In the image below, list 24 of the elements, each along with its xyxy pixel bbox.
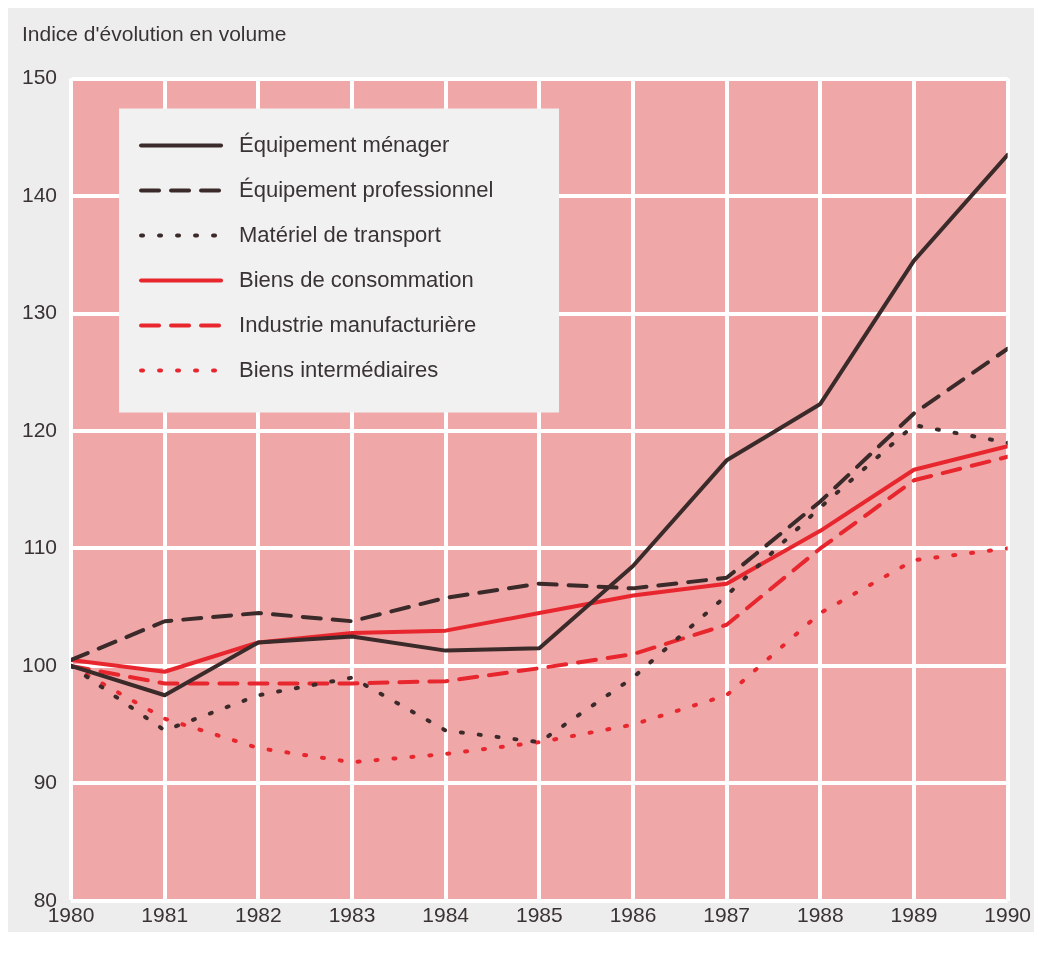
legend-label: Industrie manufacturière <box>239 311 477 337</box>
legend-label: Équipement ménager <box>239 131 450 157</box>
x-tick-label: 1989 <box>890 903 938 927</box>
y-tick-label: 150 <box>21 65 58 89</box>
x-tick-label: 1981 <box>141 903 189 927</box>
y-tick-label: 110 <box>23 535 58 559</box>
legend-label: Biens intermédiaires <box>239 356 439 382</box>
y-tick-label: 130 <box>21 300 58 324</box>
x-tick-label: 1983 <box>328 903 376 927</box>
x-tick-label: 1990 <box>984 903 1031 927</box>
legend-label: Matériel de transport <box>239 221 441 247</box>
y-tick-label: 100 <box>21 652 58 676</box>
y-tick-label: 140 <box>21 182 58 206</box>
legend-label: Biens de consommation <box>239 266 474 292</box>
legend-label: Équipement professionnel <box>239 176 494 202</box>
y-tick-label: 120 <box>21 417 58 441</box>
x-tick-label: 1987 <box>703 903 751 927</box>
x-tick-label: 1982 <box>235 903 282 927</box>
y-axis-title: Indice d'évolution en volume <box>21 21 288 47</box>
x-tick-label: 1986 <box>609 903 657 927</box>
x-tick-label: 1984 <box>422 903 470 927</box>
x-tick-label: 1985 <box>515 903 563 927</box>
x-tick-label: 1988 <box>796 903 844 927</box>
y-tick-label: 90 <box>33 770 58 794</box>
